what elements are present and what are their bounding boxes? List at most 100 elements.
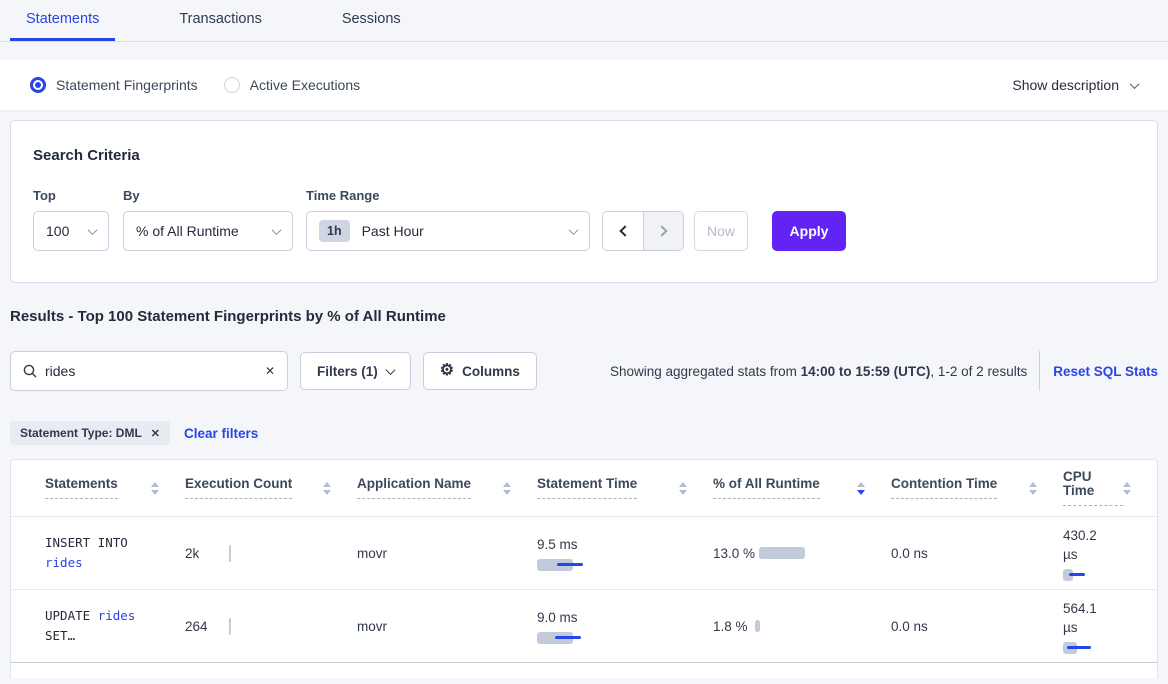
pct-runtime-bar	[759, 547, 805, 559]
table-header-row: Statements Execution Count Application N…	[11, 460, 1157, 517]
statement-time-cell: 9.5 ms	[537, 536, 713, 571]
radio-label: Statement Fingerprints	[56, 77, 198, 93]
previous-time-button[interactable]	[603, 212, 643, 250]
next-time-button[interactable]	[643, 212, 683, 250]
top-label: Top	[33, 188, 56, 203]
column-header-cpu-time[interactable]: CPU Time	[1063, 470, 1157, 506]
search-icon	[23, 364, 37, 378]
execution-count-bar	[229, 544, 231, 562]
search-criteria-form: Top 100 By % of All Runtime Time Range 1…	[33, 188, 1135, 251]
column-header-execution-count[interactable]: Execution Count	[185, 477, 357, 499]
filters-button-label: Filters (1)	[317, 363, 378, 379]
column-header-pct-runtime[interactable]: % of All Runtime	[713, 477, 891, 499]
column-header-statements[interactable]: Statements	[45, 477, 185, 499]
by-field: By % of All Runtime	[123, 188, 306, 251]
sort-icon-active[interactable]	[857, 481, 865, 495]
column-header-contention-time[interactable]: Contention Time	[891, 477, 1063, 499]
chevron-down-icon	[568, 224, 579, 235]
cpu-time-cell: 564.1 µs	[1063, 599, 1157, 654]
table-row[interactable]: UPDATE rides SET… 264 movr 9.0 ms 1.8 % …	[11, 590, 1157, 663]
sort-icon[interactable]	[503, 481, 511, 495]
pct-runtime-cell: 1.8 %	[713, 617, 891, 636]
sort-icon[interactable]	[1123, 481, 1131, 495]
contention-time-cell: 0.0 ns	[891, 618, 928, 634]
pct-runtime-cell: 13.0 %	[713, 544, 891, 563]
show-description-label: Show description	[1012, 77, 1119, 93]
filter-chip-statement-type[interactable]: Statement Type: DML ✕	[10, 421, 171, 445]
radio-active-executions[interactable]: Active Executions	[223, 77, 361, 93]
chevron-left-icon	[618, 225, 631, 237]
search-input[interactable]	[45, 363, 257, 379]
columns-button-label: Columns	[462, 363, 520, 379]
results-controls-row: ✕ Filters (1) ⚙ Columns Showing aggregat…	[10, 351, 1158, 391]
application-name-cell: movr	[357, 618, 387, 634]
apply-button[interactable]: Apply	[772, 211, 846, 251]
columns-button[interactable]: ⚙ Columns	[422, 352, 537, 390]
reset-sql-stats-link[interactable]: Reset SQL Stats	[1053, 363, 1158, 379]
radio-statement-fingerprints[interactable]: Statement Fingerprints	[30, 77, 198, 93]
execution-count-cell: 264	[185, 617, 357, 635]
time-range-badge: 1h	[319, 220, 350, 242]
gear-icon: ⚙	[439, 362, 455, 379]
show-description-toggle[interactable]: Show description	[1012, 77, 1140, 93]
sort-icon[interactable]	[679, 481, 687, 495]
clear-filters-link[interactable]: Clear filters	[184, 425, 259, 441]
top-field: Top 100	[33, 188, 123, 251]
top-tabbar: Statements Transactions Sessions	[0, 0, 1168, 42]
radio-unselected-icon	[223, 77, 240, 93]
statement-link[interactable]: rides	[45, 555, 83, 570]
time-range-label: Time Range	[306, 188, 380, 203]
statement-cell: INSERT INTO rides	[45, 535, 128, 570]
statement-time-bar	[537, 631, 713, 644]
search-criteria-card: Search Criteria Top 100 By % of All Runt…	[10, 120, 1158, 283]
contention-time-cell: 0.0 ns	[891, 545, 928, 561]
statement-time-bar	[537, 558, 713, 571]
chevron-down-icon	[385, 364, 396, 375]
stats-summary: Showing aggregated stats from 14:00 to 1…	[610, 351, 1158, 391]
statement-time-cell: 9.0 ms	[537, 609, 713, 644]
statement-link[interactable]: rides	[97, 608, 136, 623]
filter-chip-label: Statement Type: DML	[20, 426, 142, 440]
tab-sessions[interactable]: Sessions	[341, 11, 401, 27]
tab-transactions[interactable]: Transactions	[179, 11, 262, 27]
pct-runtime-bar	[755, 620, 760, 632]
search-criteria-title: Search Criteria	[33, 147, 140, 164]
search-box: ✕	[10, 351, 288, 391]
statement-cell: UPDATE rides SET…	[45, 608, 136, 643]
time-range-value: Past Hour	[361, 223, 424, 239]
clear-search-icon[interactable]: ✕	[264, 364, 275, 378]
filters-button[interactable]: Filters (1)	[300, 352, 411, 390]
execution-count-cell: 2k	[185, 544, 357, 562]
stats-text: Showing aggregated stats from 14:00 to 1…	[610, 363, 1028, 379]
top-select[interactable]: 100	[33, 211, 109, 251]
time-range-select[interactable]: 1h Past Hour	[306, 211, 590, 251]
chevron-down-icon	[271, 224, 282, 235]
time-pager	[602, 211, 684, 251]
top-select-value: 100	[46, 223, 70, 239]
column-header-application-name[interactable]: Application Name	[357, 477, 537, 499]
cpu-time-cell: 430.2 µs	[1063, 526, 1157, 581]
vertical-divider	[1039, 351, 1041, 391]
results-table: Statements Execution Count Application N…	[10, 459, 1158, 678]
radio-selected-icon	[30, 77, 46, 93]
execution-count-bar	[229, 617, 231, 635]
remove-filter-icon[interactable]: ✕	[150, 427, 161, 440]
chevron-down-icon	[1129, 78, 1140, 89]
cpu-time-bar	[1063, 568, 1157, 581]
table-row[interactable]: INSERT INTO rides 2k movr 9.5 ms 13.0 % …	[11, 517, 1157, 590]
filter-chip-row: Statement Type: DML ✕ Clear filters	[10, 421, 1158, 445]
sort-icon[interactable]	[323, 481, 331, 495]
now-button[interactable]: Now	[694, 211, 748, 251]
time-range-field: Time Range 1h Past Hour	[306, 188, 590, 251]
chevron-down-icon	[87, 224, 98, 235]
view-toggle-bar: Statement Fingerprints Active Executions…	[0, 60, 1168, 110]
application-name-cell: movr	[357, 545, 387, 561]
sort-icon[interactable]	[151, 481, 159, 495]
sort-icon[interactable]	[1029, 481, 1037, 495]
tab-statements[interactable]: Statements	[10, 0, 116, 41]
results-heading: Results - Top 100 Statement Fingerprints…	[10, 308, 446, 325]
by-select[interactable]: % of All Runtime	[123, 211, 293, 251]
radio-label: Active Executions	[249, 77, 361, 93]
column-header-statement-time[interactable]: Statement Time	[537, 477, 713, 499]
